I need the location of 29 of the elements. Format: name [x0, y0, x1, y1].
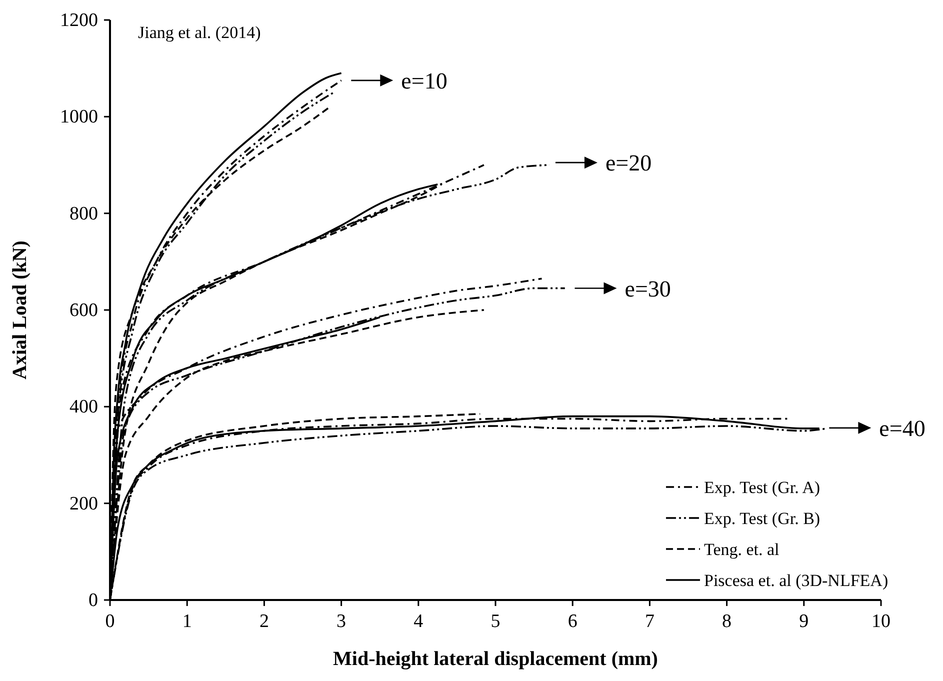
x-tick-label: 4: [414, 611, 424, 632]
y-tick-label: 1000: [60, 106, 98, 128]
legend-label: Teng. et. al: [704, 540, 780, 559]
legend-label: Exp. Test (Gr. A): [704, 478, 820, 497]
x-tick-label: 9: [799, 611, 809, 632]
y-tick-label: 600: [70, 300, 98, 321]
x-tick-label: 3: [336, 611, 346, 632]
y-tick-label: 1200: [60, 10, 98, 31]
annotation: e=40: [879, 416, 926, 441]
x-tick-label: 2: [259, 611, 269, 632]
legend-label: Piscesa et. al (3D-NLFEA): [704, 571, 888, 590]
annotation: e=30: [624, 276, 671, 302]
y-tick-label: 200: [70, 493, 98, 514]
annotation: e=20: [605, 150, 652, 176]
x-tick-label: 0: [105, 611, 115, 632]
x-tick-label: 10: [872, 611, 890, 632]
x-axis-title: Mid-height lateral displacement (mm): [333, 648, 658, 670]
x-tick-label: 5: [490, 611, 500, 632]
y-tick-label: 800: [70, 203, 98, 224]
x-tick-label: 7: [644, 611, 654, 632]
y-axis-title: Axial Load (kN): [9, 240, 31, 380]
annotation: e=10: [401, 68, 448, 94]
x-tick-label: 8: [722, 611, 732, 632]
y-tick-label: 400: [70, 396, 98, 418]
annotation: Jiang et al. (2014): [138, 23, 261, 42]
y-tick-label: 0: [88, 590, 98, 611]
x-tick-label: 1: [182, 611, 192, 632]
legend-label: Exp. Test (Gr. B): [704, 509, 820, 528]
x-tick-label: 6: [568, 611, 578, 632]
